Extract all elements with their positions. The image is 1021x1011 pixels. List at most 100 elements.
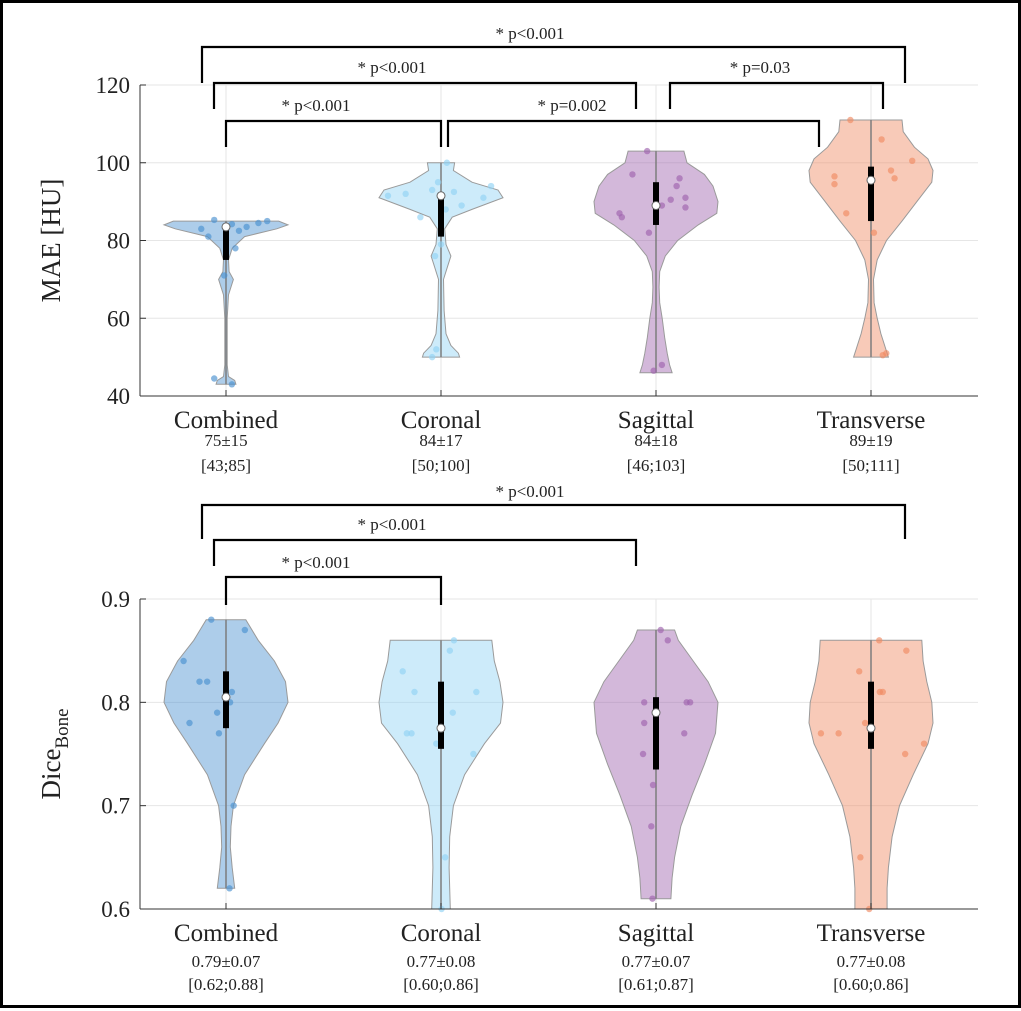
- data-point: [673, 182, 680, 190]
- y-tick-label: 120: [96, 73, 131, 98]
- significance-bracket: * p<0.001: [212, 58, 638, 109]
- summary-label: 0.77±0.07: [622, 952, 691, 971]
- data-point: [676, 175, 683, 182]
- range-label: [0.61;0.87]: [618, 975, 694, 994]
- data-point: [226, 885, 233, 892]
- data-point: [264, 217, 271, 225]
- iqr-box: [223, 224, 229, 260]
- bracket-line: [224, 575, 443, 605]
- significance-label: * p<0.001: [357, 58, 426, 77]
- significance-bracket: * p<0.001: [224, 553, 443, 605]
- data-point: [442, 206, 449, 213]
- data-point: [437, 241, 445, 248]
- data-point: [909, 157, 916, 165]
- data-point: [887, 167, 895, 174]
- violin-combined: [162, 216, 290, 388]
- violin-coronal: [378, 159, 504, 361]
- summary-label: 0.77±0.08: [837, 952, 906, 971]
- bracket-line: [200, 45, 907, 83]
- range-label: [46;103]: [627, 456, 686, 475]
- data-point: [402, 190, 409, 198]
- significance-bracket: * p=0.002: [446, 96, 821, 147]
- category-label: Transverse: [817, 920, 926, 947]
- data-point: [431, 252, 439, 260]
- category-label: Sagittal: [618, 920, 694, 947]
- data-point: [831, 173, 838, 180]
- data-point: [641, 719, 648, 727]
- data-point: [664, 637, 671, 644]
- data-point: [384, 192, 392, 199]
- data-point: [639, 750, 647, 758]
- significance-label: * p=0.002: [537, 96, 606, 115]
- median-marker: [436, 723, 446, 733]
- significance-label: * p<0.001: [357, 515, 426, 534]
- median-marker: [651, 201, 661, 211]
- iqr-box: [653, 697, 659, 770]
- data-point: [433, 346, 440, 353]
- summary-label: 89±19: [849, 431, 892, 450]
- data-point: [681, 730, 688, 737]
- data-point: [903, 647, 910, 654]
- data-point: [443, 159, 451, 166]
- data-point: [667, 196, 674, 203]
- data-point: [243, 223, 250, 231]
- data-point: [682, 194, 689, 201]
- range-label: [0.60;0.86]: [403, 975, 479, 994]
- y-tick-label: 40: [107, 384, 130, 409]
- data-point: [891, 175, 898, 182]
- data-point: [196, 678, 203, 685]
- y-tick-label: 0.6: [101, 897, 130, 922]
- data-point: [641, 699, 648, 706]
- data-point: [198, 225, 205, 233]
- median-marker: [866, 723, 876, 733]
- data-point: [228, 381, 236, 388]
- y-axis-label-main: Dice: [36, 749, 66, 800]
- significance-label: * p<0.001: [495, 24, 564, 43]
- data-point: [658, 361, 666, 369]
- data-point: [208, 616, 215, 623]
- significance-bracket: * p<0.001: [200, 24, 907, 83]
- data-point: [417, 213, 424, 221]
- significance-bracket: * p<0.001: [224, 96, 443, 147]
- data-point: [658, 202, 666, 209]
- data-point: [879, 688, 886, 696]
- data-point: [428, 186, 436, 194]
- data-point: [883, 350, 890, 357]
- data-point: [878, 136, 885, 143]
- violin-coronal: [378, 637, 504, 913]
- data-point: [487, 182, 495, 190]
- summary-label: 84±18: [634, 431, 677, 450]
- y-tick-label: 80: [107, 229, 130, 254]
- iqr-box: [438, 193, 444, 237]
- range-label: [0.62;0.88]: [188, 975, 264, 994]
- y-tick-label: 60: [107, 306, 130, 331]
- violin-combined: [163, 616, 289, 892]
- y-axis-label-subscript: Bone: [52, 708, 73, 748]
- data-point: [650, 367, 657, 374]
- data-point: [648, 823, 655, 830]
- significance-label: * p<0.001: [281, 96, 350, 115]
- data-point: [876, 637, 883, 644]
- bracket-line: [212, 538, 638, 566]
- data-point: [901, 750, 909, 758]
- significance-label: * p=0.03: [730, 58, 791, 77]
- data-point: [649, 781, 657, 789]
- data-point: [458, 202, 465, 209]
- data-point: [255, 219, 262, 227]
- data-point: [230, 802, 237, 809]
- y-axis-label: DiceBone: [36, 708, 73, 799]
- data-point: [682, 204, 689, 211]
- bracket-line: [224, 119, 443, 147]
- bracket-line: [668, 81, 885, 109]
- bracket-line: [200, 503, 907, 539]
- data-point: [203, 678, 211, 685]
- data-point: [441, 854, 449, 861]
- range-label: [50;100]: [412, 456, 471, 475]
- range-label: [50;111]: [842, 456, 899, 475]
- y-tick-label: 0.7: [101, 794, 130, 819]
- category-label: Coronal: [401, 920, 482, 947]
- category-label: Coronal: [401, 407, 482, 434]
- data-point: [473, 688, 480, 696]
